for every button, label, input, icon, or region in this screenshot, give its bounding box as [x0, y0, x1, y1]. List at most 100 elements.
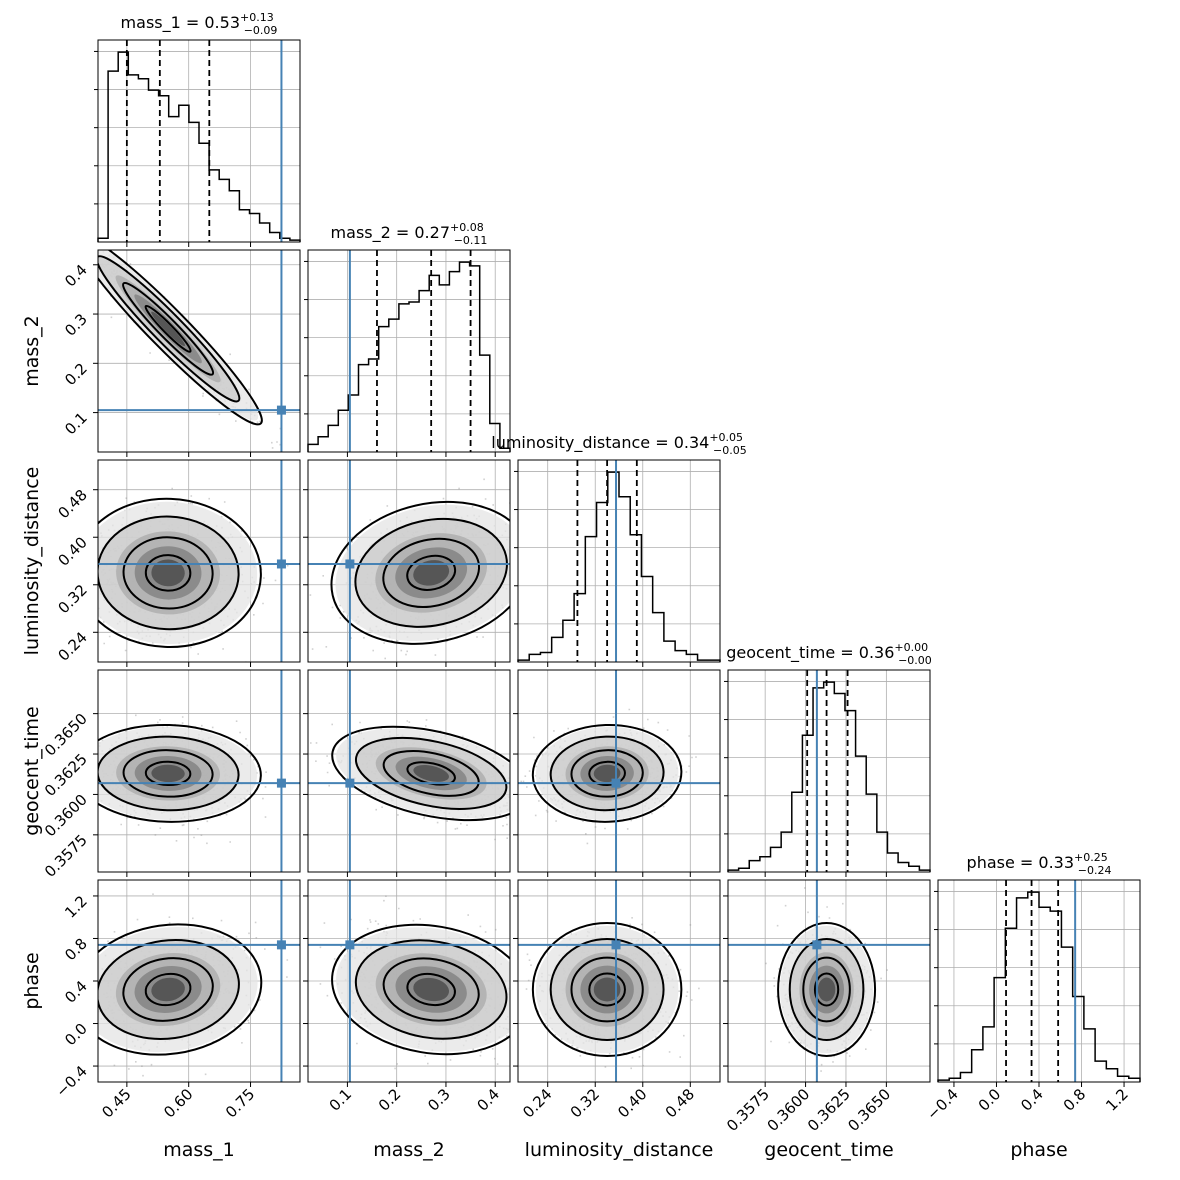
xtick-label-phase-2: 0.4	[1017, 1085, 1047, 1115]
xaxis-mass_2: 0.1 0.2 0.3 0.4 mass_2	[326, 1085, 503, 1161]
ytick-label-phase-2: 0.4	[61, 977, 91, 1007]
title-sub: −0.24	[1078, 864, 1112, 877]
histogram-geocent_time	[727, 681, 931, 872]
contour-0	[331, 923, 510, 1056]
scatter-panel-mass_2-phase	[307, 879, 511, 1083]
ytick-label-luminosity_distance-0: 0.24	[54, 628, 90, 664]
truth-marker	[345, 778, 355, 788]
density-level-4	[151, 764, 185, 783]
xtick-label-phase-1: 0.0	[975, 1085, 1005, 1115]
yaxis-luminosity_distance: 0.24 0.32 0.40 0.48 luminosity_distance	[21, 467, 91, 665]
ytick-label-phase-4: 1.2	[61, 892, 91, 922]
xtick-label-luminosity_distance-3: 0.48	[662, 1085, 698, 1121]
title-mass_2: mass_2 = 0.27+0.08 −0.11	[331, 221, 488, 247]
contour-1	[788, 938, 865, 1042]
histogram-mass_1	[97, 51, 301, 242]
contour-3	[588, 972, 626, 1007]
contour-1	[98, 735, 240, 812]
title-main: mass_2 = 0.27	[331, 223, 450, 243]
xticks-1-4	[346, 1082, 496, 1087]
contour-0	[331, 725, 510, 822]
hist-panel-luminosity_distance: luminosity_distance = 0.34+0.05 −0.05	[491, 431, 747, 663]
xaxis-mass_1: 0.45 0.60 0.75 mass_1	[98, 1085, 258, 1161]
contour-2	[570, 956, 644, 1023]
hist-frame-mass_2	[307, 249, 511, 453]
xtick-label-mass_2-0: 0.1	[326, 1085, 356, 1115]
contour-3	[406, 972, 456, 1007]
truth-marker	[276, 940, 286, 950]
contour-0	[531, 723, 683, 823]
contour-3	[144, 972, 192, 1007]
ytick-label-geocent_time-1: 0.3600	[41, 791, 91, 841]
title-sup: +0.25	[1074, 851, 1108, 864]
contour-1	[98, 255, 241, 403]
density-level-4	[151, 311, 185, 347]
yticks-4-0	[93, 895, 98, 1067]
xtick-label-mass_1-2: 0.75	[222, 1085, 258, 1121]
xtick-label-geocent_time-0: 0.3575	[723, 1085, 773, 1135]
xtick-label-mass_1-1: 0.60	[160, 1085, 196, 1121]
title-sup: +0.13	[240, 11, 274, 24]
truth-marker	[611, 940, 621, 950]
contour-0	[98, 497, 262, 649]
contour-3	[813, 972, 840, 1007]
xtick-label-phase-4: 1.2	[1102, 1085, 1132, 1115]
contour-2	[122, 749, 214, 798]
truth-marker	[345, 940, 355, 950]
hist-panel-phase: phase = 0.33+0.25 −0.24	[934, 851, 1141, 1083]
xtick-label-geocent_time-2: 0.3625	[804, 1085, 854, 1135]
xticks-0-4	[126, 1082, 252, 1087]
scatter-panel-mass_1-mass_2	[97, 249, 301, 453]
density-level-4	[151, 559, 185, 587]
xticks-1-1	[346, 452, 496, 457]
hist-panel-geocent_time: geocent_time = 0.36+0.00 −0.00	[724, 641, 932, 873]
yaxis-mass_2: 0.1 0.2 0.3 0.4 mass_2	[21, 261, 91, 438]
ytick-label-phase-3: 0.8	[61, 935, 91, 965]
contour-3	[588, 760, 626, 787]
ytick-label-luminosity_distance-1: 0.32	[54, 581, 90, 617]
yticks-4-1	[303, 895, 308, 1067]
scatter-panel-luminosity_distance-geocent_time	[517, 669, 721, 873]
xlabel-mass_1: mass_1	[163, 1139, 235, 1161]
xtick-label-phase-0: −0.4	[923, 1085, 961, 1123]
contour-1	[354, 517, 508, 628]
xticks-3-3	[764, 872, 887, 877]
title-sup: +0.05	[709, 431, 743, 444]
contour-3	[144, 304, 192, 353]
title-geocent_time: geocent_time = 0.36+0.00 −0.00	[726, 641, 932, 667]
scatter-panel-mass_2-luminosity_distance	[307, 459, 511, 663]
xlabel-mass_2: mass_2	[373, 1139, 445, 1161]
xticks-3-4	[764, 1082, 887, 1087]
ytick-label-mass_2-0: 0.1	[61, 409, 91, 439]
ytick-label-mass_2-2: 0.3	[61, 310, 91, 340]
hist-frame-geocent_time	[727, 669, 931, 873]
title-sub: −0.09	[244, 24, 278, 37]
title-sub: −0.00	[898, 654, 932, 667]
contour-1	[98, 938, 240, 1041]
contour-1	[354, 939, 508, 1040]
yticks-2-0	[93, 489, 98, 633]
density-level-4	[593, 764, 621, 783]
xticks-1-2	[346, 662, 496, 667]
panel-frame	[97, 459, 301, 663]
contour-2	[122, 957, 214, 1022]
xtick-label-mass_1-0: 0.45	[98, 1085, 134, 1121]
contour-2	[122, 536, 214, 610]
xticks-2-2	[547, 662, 691, 667]
scatter-panel-mass_1-phase	[97, 879, 301, 1083]
xtick-label-mass_2-2: 0.3	[424, 1085, 454, 1115]
hist-panel-mass_2: mass_2 = 0.27+0.08 −0.11	[304, 221, 511, 453]
density-level-4	[413, 765, 449, 782]
truth-marker	[812, 940, 822, 950]
contour-2	[382, 957, 480, 1022]
ytick-label-mass_2-1: 0.2	[61, 359, 91, 389]
ytick-label-mass_2-3: 0.4	[61, 261, 91, 291]
ytick-label-phase-0: −0.4	[52, 1062, 90, 1100]
ytick-label-geocent_time-2: 0.3625	[41, 750, 91, 800]
density-level-4	[593, 977, 621, 1002]
ytick-label-luminosity_distance-2: 0.40	[54, 533, 90, 569]
contour-0	[330, 500, 510, 645]
xlabel-luminosity_distance: luminosity_distance	[525, 1139, 714, 1161]
